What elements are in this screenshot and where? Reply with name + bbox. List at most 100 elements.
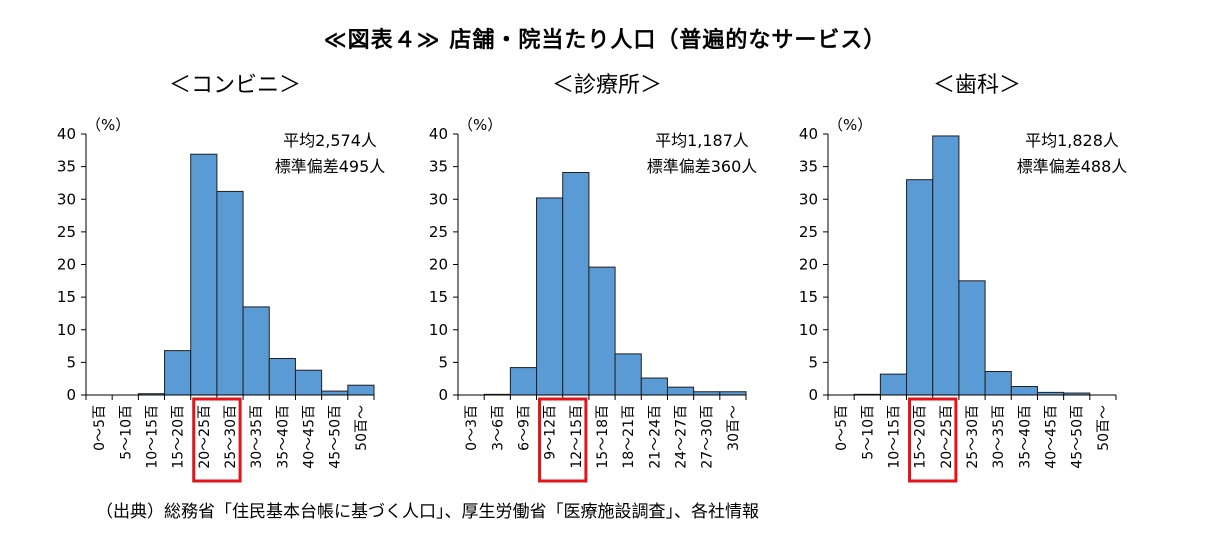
bar-7 <box>242 306 270 396</box>
histogram-dental: ＜歯科＞ （%） 0 5 10 15 20 25 30 35 40 0～5百 5～10百 10～15百 15… <box>799 73 1128 483</box>
y-tick-label: 20 <box>799 256 818 274</box>
stddev-annotation: 標準偏差495人 <box>275 157 386 176</box>
x-tick-label: 0～3百 <box>464 405 480 451</box>
y-tick-label: 15 <box>57 288 76 306</box>
y-tick-label: 25 <box>57 223 76 241</box>
bar-9 <box>294 369 323 396</box>
chart-title: ＜コンビニ＞ <box>169 73 301 98</box>
x-tick-label: 27～30百 <box>700 405 716 469</box>
y-tick-label: 35 <box>429 158 448 176</box>
y-tick-label: 10 <box>799 321 818 339</box>
chart-title: ＜診療所＞ <box>552 73 662 98</box>
y-tick-label: 5 <box>808 353 818 371</box>
x-tick-label: 18～21百 <box>621 405 637 469</box>
x-tick-label: 12～15百 <box>569 405 585 469</box>
x-tick-label: 10～15百 <box>144 405 160 469</box>
y-axis-unit-label: （%） <box>828 116 872 134</box>
y-tick-label: 40 <box>429 125 448 143</box>
x-tick-label: 30～35百 <box>991 405 1007 469</box>
chart-title: ＜歯科＞ <box>933 73 1021 98</box>
histogram-konbini: ＜コンビニ＞ （%） 0 5 10 15 20 25 30 35 40 0～5百 5～10百 10～15百… <box>57 73 386 483</box>
histogram-clinic: ＜診療所＞ （%） 0 5 10 15 20 25 30 35 40 0～3百 3～6百 6～9百 9～12… <box>429 73 758 483</box>
x-tick-label: 35～40百 <box>275 405 291 469</box>
bar-8 <box>268 357 296 396</box>
y-tick-label: 10 <box>57 321 76 339</box>
x-tick-label: 20～25百 <box>197 405 213 469</box>
mean-annotation: 平均1,828人 <box>1025 131 1119 150</box>
y-tick-label: 15 <box>799 288 818 306</box>
x-tick-label: 15～20百 <box>171 405 187 469</box>
x-tick-label: 15～18百 <box>595 405 611 469</box>
x-tick-label: 9～12百 <box>543 405 559 460</box>
page-title: ≪図表４≫ 店舗・院当たり人口（普遍的なサービス） <box>323 28 887 53</box>
chart-panel-clinic: ＜診療所＞ （%） 0 5 10 15 20 25 30 35 40 0～3百 3～6百 6～9百 9～12… <box>412 60 802 483</box>
x-tick-label: 5～10百 <box>118 405 134 460</box>
y-tick-label: 20 <box>57 256 76 274</box>
y-axis-unit-label: （%） <box>86 116 130 134</box>
y-axis-unit-label: （%） <box>458 116 502 134</box>
bar-5 <box>932 135 960 396</box>
y-tick-label: 20 <box>429 256 448 274</box>
y-tick-label: 0 <box>808 386 818 404</box>
x-tick-label: 40～45百 <box>1044 405 1060 469</box>
y-tick-label: 35 <box>799 158 818 176</box>
x-tick-label: 30～35百 <box>249 405 265 469</box>
x-tick-label: 5～10百 <box>860 405 876 460</box>
bar-4 <box>906 179 934 396</box>
y-tick-label: 35 <box>57 158 76 176</box>
x-tick-label: 25～30百 <box>223 405 239 469</box>
chart-panel-konbini: ＜コンビニ＞ （%） 0 5 10 15 20 25 30 35 40 0～5百 5～10百 10～15百… <box>40 60 430 483</box>
x-tick-label: 24～27百 <box>674 405 690 469</box>
bar-8 <box>640 377 668 396</box>
x-tick-label: 0～5百 <box>834 405 850 451</box>
mean-annotation: 平均1,187人 <box>655 131 749 150</box>
x-tick-label: 0～5百 <box>92 405 108 451</box>
x-tick-label: 35～40百 <box>1017 405 1033 469</box>
highlight-box <box>908 397 958 483</box>
bar-7 <box>614 353 642 396</box>
bar-4 <box>164 350 192 396</box>
x-tick-label: 30百～ <box>726 405 742 451</box>
bar-3 <box>509 367 538 396</box>
mean-annotation: 平均2,574人 <box>283 131 377 150</box>
bar-3 <box>879 373 908 396</box>
bar-4 <box>536 197 564 396</box>
y-tick-label: 30 <box>799 190 818 208</box>
bar-5 <box>562 171 590 396</box>
x-tick-label: 15～20百 <box>913 405 929 469</box>
y-tick-label: 40 <box>799 125 818 143</box>
y-tick-label: 10 <box>429 321 448 339</box>
x-tick-label: 50百～ <box>1096 405 1112 451</box>
y-tick-label: 0 <box>438 386 448 404</box>
highlight-box <box>538 397 588 483</box>
y-tick-label: 30 <box>429 190 448 208</box>
bar-10 <box>321 390 349 396</box>
bar-9 <box>666 386 695 396</box>
x-tick-label: 40～45百 <box>302 405 318 469</box>
bar-8 <box>1010 386 1038 396</box>
x-tick-label: 45～50百 <box>328 405 344 469</box>
x-tick-label: 21～24百 <box>647 405 663 469</box>
y-tick-label: 40 <box>57 125 76 143</box>
y-tick-label: 30 <box>57 190 76 208</box>
bar-6 <box>216 190 244 396</box>
x-tick-label: 45～50百 <box>1070 405 1086 469</box>
y-tick-label: 0 <box>66 386 76 404</box>
x-tick-label: 50百～ <box>354 405 370 451</box>
stddev-annotation: 標準偏差360人 <box>647 157 758 176</box>
y-tick-label: 25 <box>799 223 818 241</box>
y-tick-label: 25 <box>429 223 448 241</box>
y-tick-label: 5 <box>66 353 76 371</box>
x-tick-label: 3～6百 <box>490 405 506 451</box>
x-tick-label: 20～25百 <box>939 405 955 469</box>
chart-panel-dental: ＜歯科＞ （%） 0 5 10 15 20 25 30 35 40 0～5百 5～10百 10～15百 15… <box>782 60 1172 483</box>
bar-11 <box>347 384 375 396</box>
bar-6 <box>588 266 616 396</box>
x-tick-label: 6～9百 <box>516 405 532 451</box>
bar-5 <box>190 153 218 396</box>
x-tick-label: 10～15百 <box>886 405 902 469</box>
source-note: （出典）総務省「住民基本台帳に基づく人口」、厚生労働省「医療施設調査」、各社情報 <box>96 502 759 522</box>
stddev-annotation: 標準偏差488人 <box>1017 157 1128 176</box>
y-tick-label: 5 <box>438 353 448 371</box>
y-tick-label: 15 <box>429 288 448 306</box>
